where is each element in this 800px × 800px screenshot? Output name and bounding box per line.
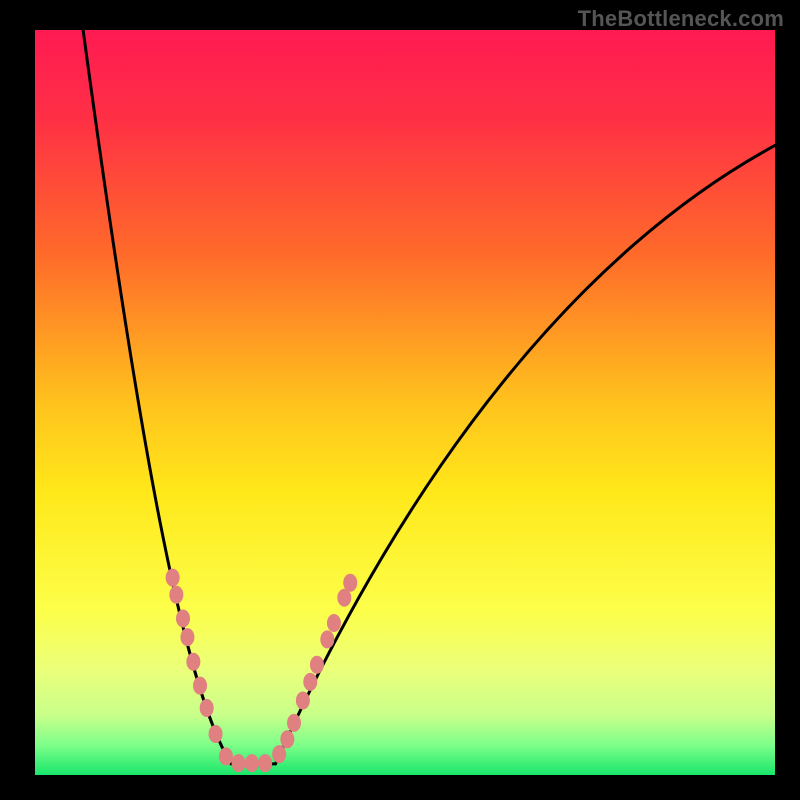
- data-marker: [193, 677, 207, 695]
- data-marker: [245, 754, 259, 772]
- data-marker: [320, 630, 334, 648]
- data-marker: [310, 656, 324, 674]
- data-marker: [272, 745, 286, 763]
- chart-frame: TheBottleneck.com: [0, 0, 800, 800]
- data-marker: [296, 692, 310, 710]
- gradient-background: [35, 30, 775, 775]
- data-marker: [169, 586, 183, 604]
- watermark-text: TheBottleneck.com: [578, 6, 784, 32]
- data-marker: [200, 699, 214, 717]
- plot-svg: [35, 30, 775, 775]
- data-marker: [166, 569, 180, 587]
- data-marker: [287, 714, 301, 732]
- data-marker: [343, 574, 357, 592]
- data-marker: [180, 628, 194, 646]
- data-marker: [232, 754, 246, 772]
- data-marker: [303, 673, 317, 691]
- data-marker: [209, 725, 223, 743]
- plot-area: [35, 30, 775, 775]
- data-marker: [258, 754, 272, 772]
- data-marker: [186, 653, 200, 671]
- data-marker: [280, 730, 294, 748]
- data-marker: [219, 747, 233, 765]
- data-marker: [176, 610, 190, 628]
- data-marker: [327, 614, 341, 632]
